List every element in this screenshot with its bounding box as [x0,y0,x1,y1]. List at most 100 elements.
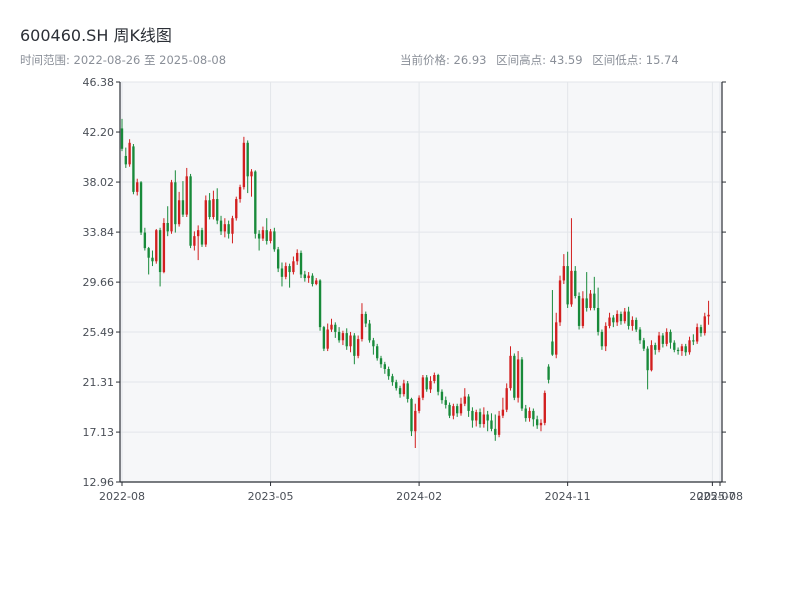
candle-body [680,346,684,352]
grid [120,81,722,483]
candle-body [356,339,360,356]
candles [120,118,710,449]
candle-body [337,331,341,341]
candle-body [421,377,425,398]
candle-body [124,155,127,165]
candle-body [695,327,699,342]
candle-body [497,415,501,435]
candle-body [181,200,185,215]
candle-body [219,220,223,232]
candle-body [368,323,371,341]
candle-body [395,382,398,389]
candle-body [410,398,413,432]
candle-body [463,396,466,404]
x-tick-label: 2024-11 [545,490,591,503]
candle-body [158,230,162,273]
candle-body [200,230,204,245]
candle-body [604,325,607,347]
candle-body [276,249,280,269]
candle-body [524,408,527,419]
candle-body [684,346,687,353]
candle-body [257,233,261,239]
candle-body [242,142,246,188]
candle-body [513,355,516,398]
candle-body [383,364,386,370]
candle-body [376,346,379,359]
candle-body [665,331,668,344]
range-low: 区间低点: 15.74 [592,53,679,67]
candle-body [273,231,276,250]
x-tick-label: 2024-02 [396,490,442,503]
candle-body [615,313,619,323]
candle-body [650,345,653,371]
candle-body [246,142,249,177]
candle-body [516,359,520,398]
candle-body [189,176,192,246]
y-tick-label: 38.02 [83,176,115,189]
candle-body [642,340,646,349]
axes: 46.38 42.20 38.02 33.84 29.66 25.49 21.31 17.13… [83,76,743,503]
candle-body [452,406,455,416]
candle-body [539,422,543,426]
candle-body [261,230,265,239]
candle-body [444,400,447,405]
candle-body [235,199,238,219]
current-price: 当前价格: 26.93 [400,53,487,67]
candle-body [600,331,604,347]
price-stats: 当前价格: 26.93 区间高点: 43.59 区间低点: 15.74 [400,52,685,68]
candle-body [486,414,489,421]
y-tick-label: 12.96 [83,476,115,489]
candle-body [292,261,295,273]
candle-body [707,314,710,317]
candle-body [318,280,322,328]
candle-body [448,404,451,416]
candle-body [231,218,234,234]
candle-body [551,341,554,355]
candle-body [654,345,657,350]
candle-body [627,311,630,326]
candle-body [391,376,394,383]
candle-body [593,293,596,308]
candle-body [151,257,154,262]
candle-body [196,230,200,237]
candle-body [661,335,665,344]
candle-body [147,248,150,258]
candle-body [535,419,539,426]
candle-body [532,410,535,420]
y-tick-label: 33.84 [83,226,115,239]
candle-body [482,414,486,425]
candle-body [345,333,348,347]
candle-body [364,313,367,324]
candle-body [303,274,307,279]
candle-body [288,266,291,273]
candle-body [581,298,585,326]
candle-body [456,406,459,414]
candle-body [136,182,139,192]
candle-body [379,358,383,365]
y-tick-label: 17.13 [83,426,115,439]
candle-body [608,317,611,326]
candle-body [635,319,638,330]
candle-body [349,335,352,347]
candle-body [673,342,676,350]
candle-body [699,327,703,334]
candle-body [212,199,215,218]
candle-body [433,374,436,381]
candle-body [216,199,219,221]
y-tick-label: 21.31 [83,376,115,389]
candle-body [162,222,166,273]
candle-body [326,329,329,349]
x-tick-label: 2025-07 [689,490,735,503]
candle-body [174,182,177,225]
candle-body [692,340,695,342]
candle-body [177,200,181,225]
candle-body [311,275,314,285]
x-tick-label: 2023-05 [248,490,294,503]
candle-body [353,335,356,356]
candle-body [703,316,706,334]
candle-body [185,176,188,215]
candle-body [436,374,440,392]
candle-body [657,335,661,350]
candle-body [208,200,211,218]
